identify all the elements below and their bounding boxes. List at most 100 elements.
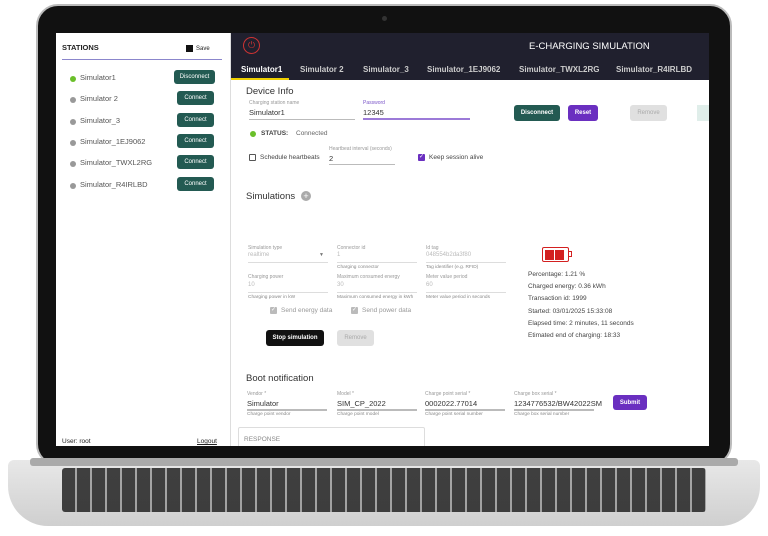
charging-info-line: Etimated end of charging: 18:33 (528, 332, 621, 339)
keep-alive-label: Keep session alive (429, 154, 484, 161)
charging-info-line: Started: 03/01/2025 15:33:08 (528, 307, 613, 315)
station-connect-button[interactable]: Connect (177, 155, 214, 170)
app-header: ⏻ E-CHARGING SIMULATION (231, 33, 709, 58)
password-label: Password (363, 100, 385, 106)
response-textarea[interactable]: RESPONSE (238, 427, 425, 446)
reset-button[interactable]: Reset (568, 105, 598, 121)
charging-info-line: Transaction id: 1999 (528, 295, 587, 303)
station-name: Simulator_R4IRLBD (80, 179, 148, 189)
simulations-title: Simulations (246, 191, 296, 202)
underline (247, 409, 327, 411)
power-input[interactable]: 10 (248, 282, 255, 288)
password-input[interactable]: 12345 (363, 108, 384, 117)
tab-simulator[interactable]: Simulator_3 (363, 65, 409, 74)
underline (426, 292, 506, 293)
app-screen: STATIONS Save Simulator1 Disconnect Simu… (56, 33, 709, 446)
station-name: Simulator 2 (80, 94, 118, 104)
connector-input[interactable]: 1 (337, 252, 341, 258)
battery-bar (544, 249, 554, 260)
save-icon (186, 45, 193, 52)
send-energy-label: Send energy data (281, 307, 333, 314)
station-name: Simulator1 (80, 73, 116, 82)
energy-input[interactable]: 30 (337, 282, 344, 288)
cps-input[interactable]: 0002022.77014 (425, 399, 478, 408)
station-status-dot (70, 97, 76, 104)
cps-label: Charge point serial * (425, 391, 471, 397)
boot-notification-title: Boot notification (246, 373, 314, 384)
keyboard (62, 468, 706, 512)
underline (248, 292, 328, 293)
simulation-type-select[interactable]: realtime (248, 252, 270, 258)
energy-hint: Maximum consumed energy in kWh (337, 295, 414, 300)
cbs-label: Charge box serial * (514, 391, 557, 397)
device-info-title: Device Info (246, 86, 294, 97)
power-label: Charging power (248, 274, 284, 280)
underline (514, 409, 594, 411)
idtag-input[interactable]: 048554b2da3f80 (426, 252, 472, 258)
underline (363, 118, 470, 120)
connector-label: Connector id (337, 245, 366, 251)
station-connect-button[interactable]: Connect (177, 133, 214, 148)
tab-simulator[interactable]: Simulator 2 (300, 65, 344, 74)
battery-tip (569, 251, 572, 257)
underline (426, 262, 506, 263)
stations-title: STATIONS (62, 43, 99, 52)
submit-button[interactable]: Submit (613, 395, 647, 410)
heartbeat-interval-input[interactable]: 2 (329, 154, 334, 163)
meter-input[interactable]: 60 (426, 282, 433, 288)
camera (382, 16, 387, 21)
station-connect-button[interactable]: Connect (177, 91, 214, 106)
send-power-checkbox[interactable]: ✓ (351, 307, 358, 314)
divider (62, 59, 222, 60)
underline (329, 164, 395, 165)
power-hint: Charging power in kW (248, 295, 296, 300)
tab-simulator[interactable]: Simulator1 (241, 65, 283, 74)
underline (337, 292, 417, 293)
meter-hint: Meter value period in seconds (426, 295, 490, 300)
model-label: Model * (337, 391, 354, 397)
status-value: Connected (296, 130, 328, 137)
schedule-heartbeats-checkbox[interactable] (249, 154, 256, 161)
tab-simulator[interactable]: Simulator_R4IRLBD (616, 65, 693, 74)
underline (249, 119, 355, 120)
send-energy-checkbox[interactable]: ✓ (270, 307, 277, 314)
simulation-type-label: Simulation type (248, 245, 283, 251)
simulator-tabs: Simulator1 Simulator 2 Simulator_3 Simulato… (231, 58, 709, 80)
main-panel: Device Info Charging station name Simula… (231, 80, 709, 446)
send-power-label: Send power data (362, 307, 412, 314)
vendor-input[interactable]: Simulator (247, 399, 279, 408)
status-dot (250, 131, 256, 137)
logout-link[interactable]: Logout (197, 438, 217, 445)
model-hint: Charge point model (337, 412, 379, 417)
station-name: Simulator_TWXL2RG (80, 158, 153, 168)
station-status-dot (70, 139, 76, 146)
remove-station-button[interactable]: Remove (630, 105, 667, 121)
vendor-label: Vendor * (247, 391, 267, 397)
station-disconnect-button[interactable]: Disconnect (174, 70, 215, 84)
tab-simulator[interactable]: Simulator_TWXL2RG (519, 65, 600, 74)
disconnect-button[interactable]: Disconnect (514, 105, 560, 121)
meter-label: Meter value period (426, 274, 468, 280)
keep-alive-checkbox[interactable]: ✓ (418, 154, 425, 161)
underline (248, 262, 328, 263)
charging-info-line: Percentage: 1.21 % (528, 271, 586, 278)
user-label: User: root (62, 438, 91, 445)
station-name-input[interactable]: Simulator1 (249, 108, 285, 117)
remove-simulation-button[interactable]: Remove (337, 330, 374, 346)
cps-hint: Charge point serial number (425, 412, 483, 417)
cbs-input[interactable]: 1234776532/BW42022SM (514, 399, 602, 408)
add-simulation-icon[interactable]: + (301, 191, 311, 201)
stop-simulation-button[interactable]: Stop simulation (266, 330, 324, 346)
idtag-hint: Tag identifier (e.g. RFID) (426, 265, 479, 270)
station-status-dot (70, 182, 76, 189)
heartbeat-interval-label: Heartbeat interval (seconds) (329, 146, 392, 152)
station-connect-button[interactable]: Connect (177, 176, 214, 191)
laptop-hinge (30, 458, 738, 466)
tab-simulator[interactable]: Simulator_1EJ9062 (427, 65, 501, 74)
station-connect-button[interactable]: Connect (177, 112, 214, 127)
active-tab-indicator (231, 78, 289, 80)
save-button[interactable]: Save (186, 45, 210, 52)
model-input[interactable]: SIM_CP_2022 (337, 399, 386, 408)
cbs-hint: Charge box serial number (514, 412, 570, 417)
cut-off-button[interactable] (697, 105, 709, 121)
